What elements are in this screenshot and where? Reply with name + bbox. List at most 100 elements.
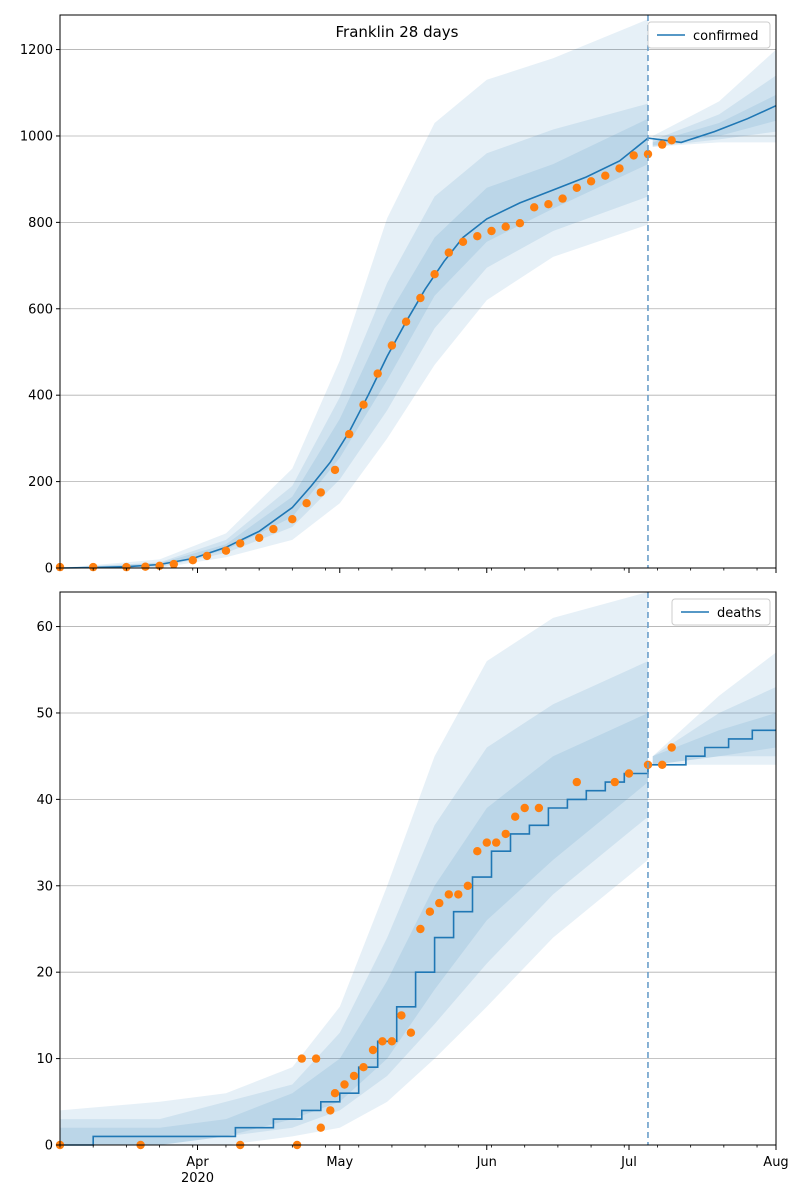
observed-point <box>511 812 520 821</box>
uncertainty-band-middle <box>652 687 776 765</box>
observed-point <box>202 551 212 561</box>
x-tick-label: May <box>326 1155 353 1170</box>
observed-point <box>520 803 529 813</box>
observed-point <box>463 881 472 890</box>
observed-point <box>615 164 624 173</box>
uncertainty-band-inner <box>60 713 648 1145</box>
observed-point <box>373 369 382 378</box>
confirmed-panel: 0 200 400 600 800 1000 1200 confirmed <box>20 14 777 577</box>
y-tick-label: 0 <box>45 562 53 577</box>
observed-point <box>141 562 150 571</box>
observed-point <box>368 1045 378 1055</box>
legend-label: confirmed <box>693 29 759 44</box>
observed-point <box>501 829 510 839</box>
uncertainty-band-middle <box>652 75 776 147</box>
plot-frame <box>59 591 777 1146</box>
observed-point <box>397 1011 406 1020</box>
observed-point <box>297 1054 306 1063</box>
observed-point <box>643 149 653 159</box>
observed-point <box>601 171 610 180</box>
y-tick-label: 50 <box>36 706 53 721</box>
observed-point <box>359 1063 368 1072</box>
y-tick-label: 30 <box>36 879 53 894</box>
observed-point <box>316 1123 325 1132</box>
observed-point <box>610 777 619 787</box>
observed-point <box>572 183 581 192</box>
observed-point <box>236 539 245 548</box>
observed-point <box>326 1106 335 1115</box>
observed-point <box>473 232 482 241</box>
y-tick-label: 1200 <box>20 43 53 58</box>
plot-frame <box>59 14 777 569</box>
observed-point <box>269 524 278 534</box>
observed-point <box>530 203 539 212</box>
uncertainty-band-outer <box>652 49 776 147</box>
observed-point <box>544 200 553 209</box>
uncertainty-band-outer <box>60 19 648 569</box>
observed-point <box>345 429 354 439</box>
x-tick-label: Apr <box>186 1155 209 1170</box>
y-tick-label: 0 <box>45 1139 53 1154</box>
observed-point <box>430 270 439 279</box>
observed-point <box>534 803 544 813</box>
observed-point <box>378 1037 387 1046</box>
observed-point <box>425 907 435 916</box>
observed-point <box>435 898 444 908</box>
observed-point <box>454 890 463 899</box>
observed-point <box>311 1054 321 1063</box>
observed-point <box>482 838 491 847</box>
y-tick-label: 20 <box>36 966 53 981</box>
observed-point <box>288 515 297 524</box>
observed-point <box>330 465 340 475</box>
legend-box <box>671 598 771 626</box>
observed-point <box>330 1089 340 1098</box>
y-tick-label: 200 <box>28 475 53 490</box>
y-tick-label: 10 <box>36 1052 53 1067</box>
uncertainty-band-inner <box>652 713 776 765</box>
observed-point <box>359 400 368 409</box>
figure-title: Franklin 28 days <box>336 23 459 41</box>
x-year-label: 2020 <box>181 1171 214 1186</box>
observed-point <box>221 546 231 555</box>
observed-point <box>169 559 178 569</box>
observed-point <box>316 488 325 497</box>
observed-point <box>624 769 634 778</box>
observed-point <box>302 499 311 508</box>
y-tick-label: 1000 <box>20 129 53 144</box>
observed-point <box>558 194 567 203</box>
uncertainty-band-inner <box>60 118 648 568</box>
observed-point <box>629 151 638 160</box>
observed-point <box>255 533 264 542</box>
x-tick-label: Jul <box>620 1155 637 1170</box>
observed-point <box>340 1080 349 1089</box>
observed-point <box>416 293 425 303</box>
x-tick-label: Aug <box>763 1155 788 1170</box>
observed-point <box>492 838 501 847</box>
observed-point <box>473 847 482 856</box>
series-line-deaths <box>60 729 776 1146</box>
observed-point <box>444 248 453 257</box>
observed-point <box>658 760 667 769</box>
observed-point <box>515 219 525 228</box>
observed-point <box>667 743 676 752</box>
observed-point <box>667 136 676 145</box>
observed-point <box>406 1028 416 1037</box>
legend-box <box>647 21 771 49</box>
uncertainty-band-outer <box>652 652 776 765</box>
uncertainty-band-outer <box>60 592 648 1145</box>
observed-point <box>188 556 197 565</box>
uncertainty-band-middle <box>60 661 648 1145</box>
y-tick-label: 400 <box>28 389 53 404</box>
observed-point <box>658 140 667 149</box>
y-tick-label: 600 <box>28 302 53 317</box>
observed-point <box>349 1071 359 1081</box>
observed-point <box>401 317 411 326</box>
observed-point <box>122 562 131 572</box>
observed-point <box>387 1037 397 1046</box>
uncertainty-band-middle <box>60 103 648 568</box>
observed-point <box>572 777 581 787</box>
y-tick-label: 800 <box>28 216 53 231</box>
observed-point <box>487 226 496 236</box>
